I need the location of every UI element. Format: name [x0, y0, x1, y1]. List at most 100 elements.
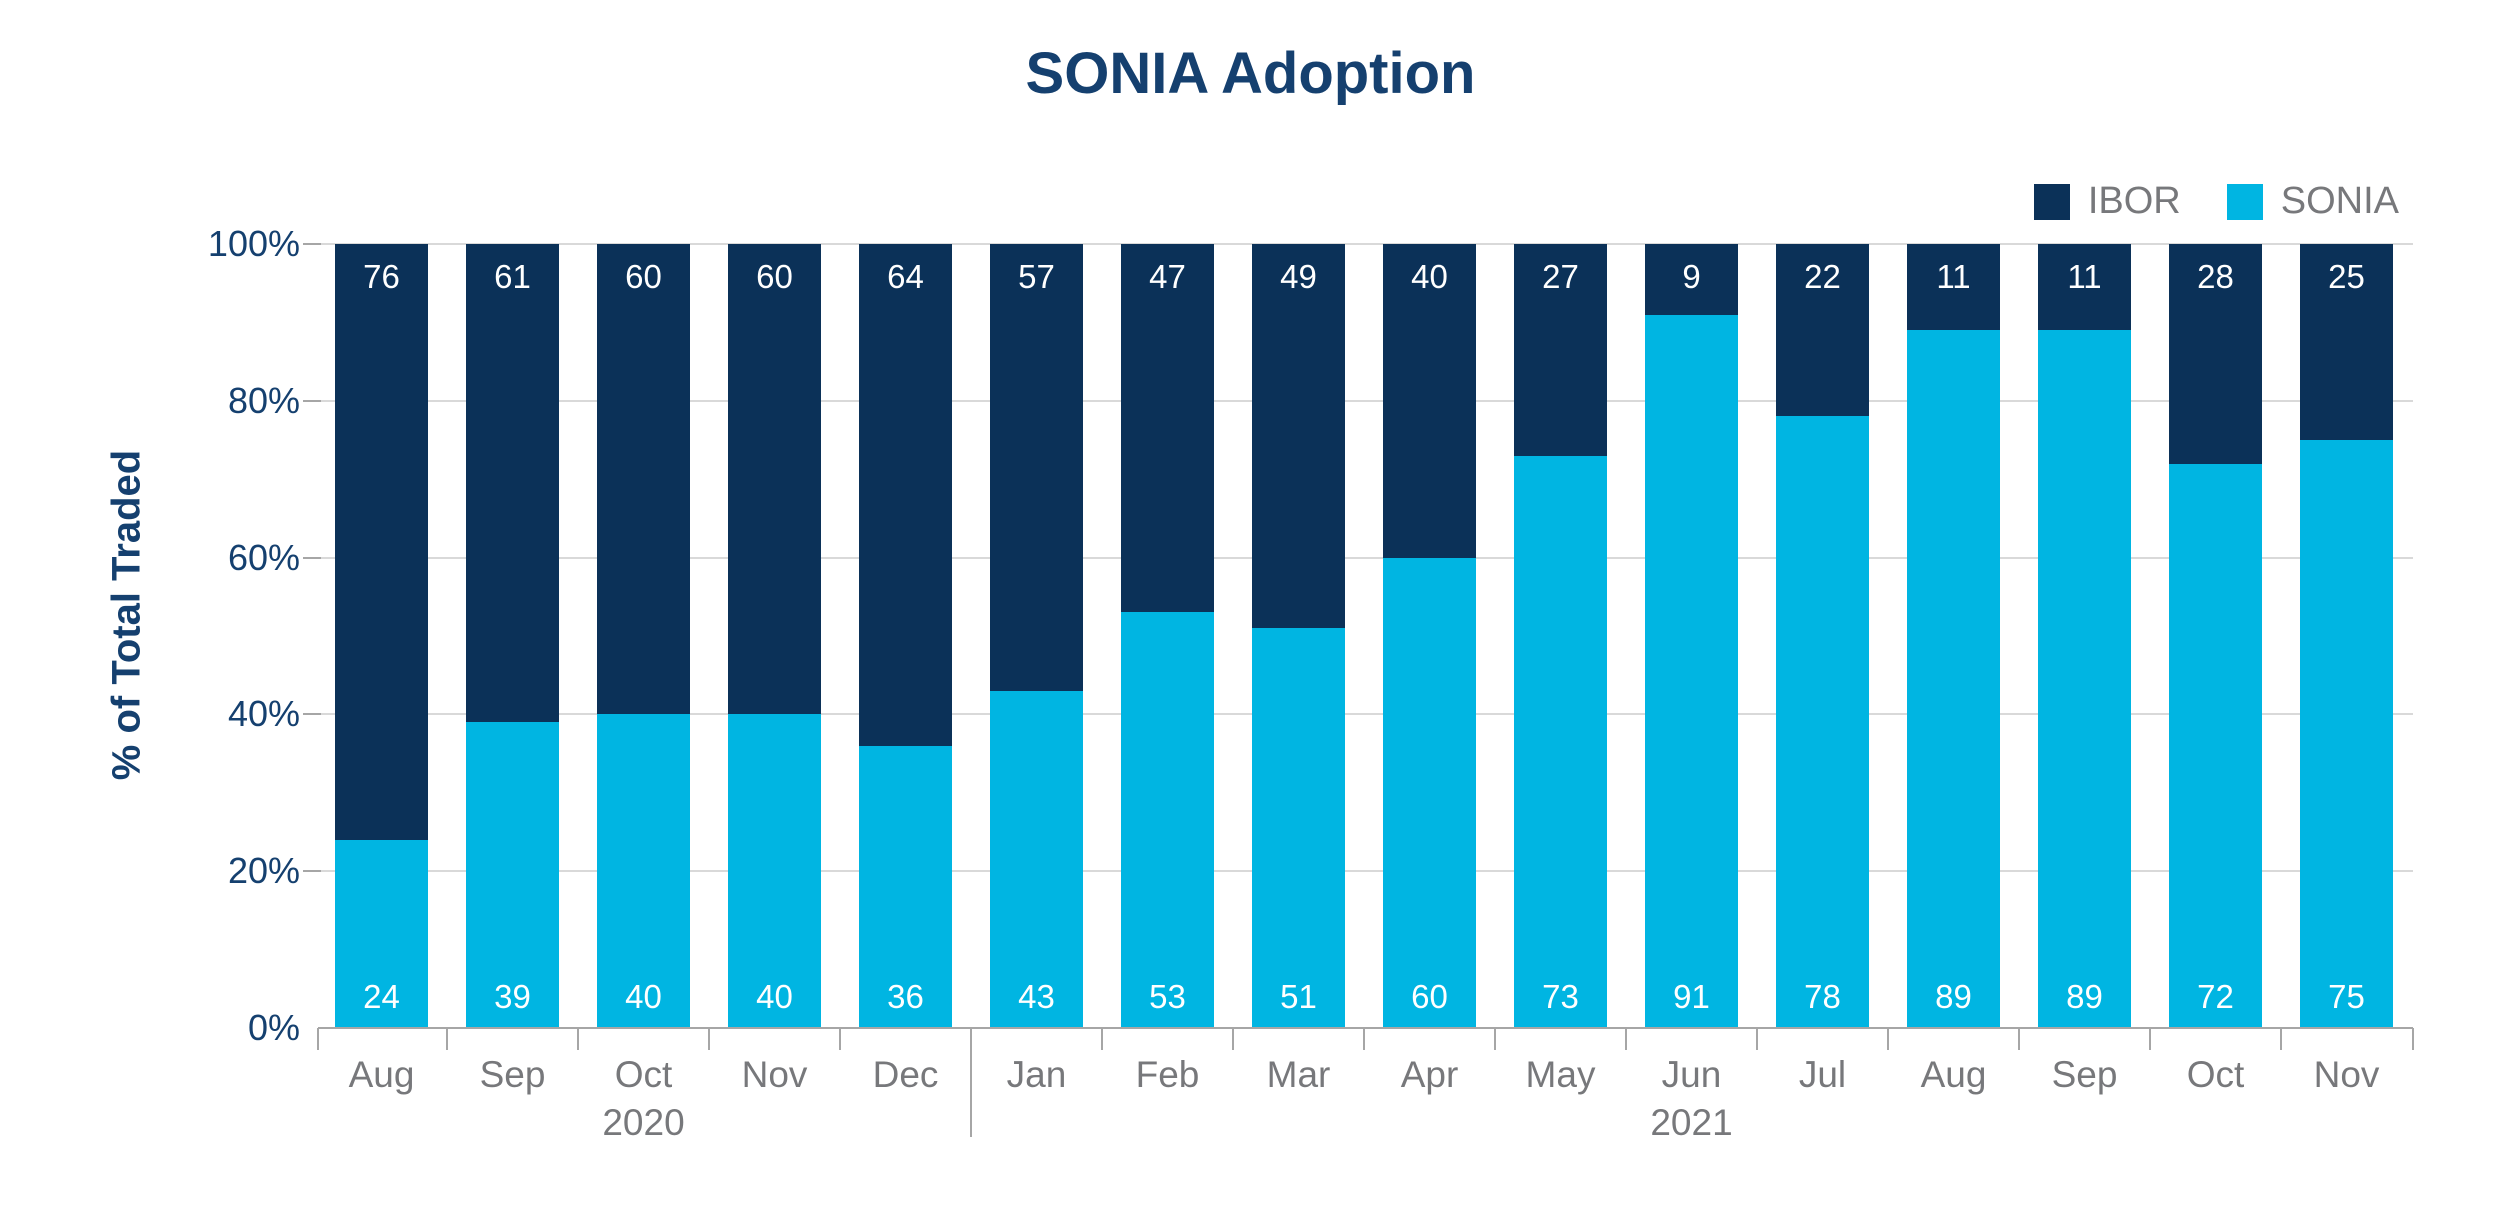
bar-nov-2020: 60 40: [728, 244, 821, 1028]
bar-aug-2021: 11 89: [1907, 244, 2000, 1028]
ibor-segment: 22: [1776, 244, 1869, 417]
bar-mar-2021: 49 51: [1252, 244, 1345, 1028]
month-label-aug-12: Aug: [1920, 1054, 1987, 1095]
sonia-segment: 39: [466, 722, 559, 1028]
x-tick: [1887, 1028, 1889, 1050]
ibor-segment: 60: [597, 244, 690, 715]
x-tick: [577, 1028, 579, 1050]
x-tick: [1494, 1028, 1496, 1050]
y-tick-mark: [303, 870, 321, 873]
sonia-value-label: 73: [1542, 977, 1579, 1015]
legend-item-ibor: IBOR: [2033, 180, 2181, 223]
gridline-60: [318, 556, 2413, 559]
bar-oct-2020: 60 40: [597, 244, 690, 1028]
sonia-value-label: 51: [1280, 977, 1317, 1015]
ibor-value-label: 9: [1682, 258, 1701, 295]
sonia-value-label: 40: [625, 977, 662, 1015]
month-label-jun-10: Jun: [1661, 1054, 1722, 1095]
sonia-segment: 75: [2300, 440, 2393, 1028]
month-label-sep-1: Sep: [479, 1054, 546, 1095]
y-tick-mark: [303, 243, 321, 245]
ibor-segment: 28: [2169, 244, 2262, 464]
year-label-2020: 2020: [602, 1102, 685, 1143]
sonia-segment: 53: [1121, 612, 1214, 1028]
sonia-segment: 60: [1383, 557, 1476, 1028]
ibor-segment: 11: [2038, 244, 2131, 331]
sonia-value-label: 89: [1935, 977, 1972, 1015]
ibor-value-label: 61: [494, 258, 531, 295]
x-tick-end: [2412, 1028, 2414, 1050]
year-separator: [970, 1028, 972, 1137]
legend-item-sonia: SONIA: [2226, 180, 2399, 223]
x-tick: [708, 1028, 710, 1050]
ibor-segment: 25: [2300, 244, 2393, 440]
bar-jan-2021: 57 43: [990, 244, 1083, 1028]
x-tick: [1232, 1028, 1234, 1050]
y-tick-mark: [303, 556, 321, 559]
ibor-segment: 60: [728, 244, 821, 715]
ibor-value-label: 40: [1411, 258, 1448, 295]
ibor-value-label: 60: [756, 258, 793, 295]
sonia-value-label: 89: [2066, 977, 2103, 1015]
x-tick: [1101, 1028, 1103, 1050]
bar-jul-2021: 22 78: [1776, 244, 1869, 1028]
bar-sep-2021: 11 89: [2038, 244, 2131, 1028]
x-tick-start: [317, 1028, 319, 1050]
ibor-value-label: 60: [625, 258, 662, 295]
ibor-segment: 9: [1645, 244, 1738, 315]
ibor-segment: 40: [1383, 244, 1476, 558]
legend-label-ibor: IBOR: [2087, 180, 2181, 222]
ibor-segment: 64: [859, 244, 952, 746]
legend-swatch-ibor-icon: [2033, 183, 2070, 220]
ibor-segment: 61: [466, 244, 559, 723]
ibor-segment: 11: [1907, 244, 2000, 331]
ibor-value-label: 64: [887, 258, 924, 295]
sonia-value-label: 36: [887, 977, 924, 1015]
month-label-feb-6: Feb: [1135, 1054, 1200, 1095]
y-tick-label-80%: 80%: [227, 379, 300, 421]
sonia-segment: 89: [2038, 330, 2131, 1028]
bar-feb-2021: 47 53: [1121, 244, 1214, 1028]
x-tick: [839, 1028, 841, 1050]
month-label-oct-2: Oct: [614, 1054, 673, 1095]
sonia-segment: 40: [728, 714, 821, 1028]
gridline-80: [318, 399, 2413, 402]
y-tick-label-60%: 60%: [227, 536, 300, 578]
month-label-sep-13: Sep: [2051, 1054, 2118, 1095]
y-tick-label-0%: 0%: [247, 1007, 300, 1048]
sonia-segment: 24: [335, 839, 428, 1028]
month-label-jan-5: Jan: [1006, 1054, 1067, 1095]
bar-may-2021: 27 73: [1514, 244, 1607, 1028]
sonia-segment: 73: [1514, 455, 1607, 1028]
ibor-value-label: 76: [363, 258, 400, 295]
month-label-dec-4: Dec: [872, 1054, 939, 1095]
ibor-segment: 57: [990, 244, 1083, 691]
ibor-value-label: 11: [2067, 258, 2102, 295]
sonia-segment: 51: [1252, 628, 1345, 1028]
ibor-value-label: 28: [2197, 258, 2234, 295]
bar-oct-2021: 28 72: [2169, 244, 2262, 1028]
y-tick-label-100%: 100%: [207, 223, 300, 264]
legend: IBOR SONIA: [2033, 180, 2399, 223]
y-tick-label-40%: 40%: [227, 693, 300, 735]
ibor-segment: 47: [1121, 244, 1214, 613]
x-tick: [446, 1028, 448, 1050]
x-tick: [2018, 1028, 2020, 1050]
ibor-value-label: 22: [1804, 258, 1841, 295]
gridline-100: [318, 243, 2413, 245]
sonia-value-label: 24: [363, 977, 400, 1015]
x-tick: [1363, 1028, 1365, 1050]
month-label-nov-3: Nov: [741, 1054, 808, 1095]
month-label-may-9: May: [1525, 1054, 1596, 1095]
sonia-segment: 43: [990, 690, 1083, 1028]
sonia-value-label: 39: [494, 977, 531, 1015]
y-tick-label-20%: 20%: [227, 850, 300, 892]
gridline-40: [318, 713, 2413, 716]
ibor-segment: 49: [1252, 244, 1345, 629]
month-label-mar-7: Mar: [1266, 1054, 1331, 1095]
ibor-segment: 76: [335, 244, 428, 840]
bar-sep-2020: 61 39: [466, 244, 559, 1028]
sonia-segment: 78: [1776, 416, 1869, 1028]
sonia-segment: 91: [1645, 314, 1738, 1028]
